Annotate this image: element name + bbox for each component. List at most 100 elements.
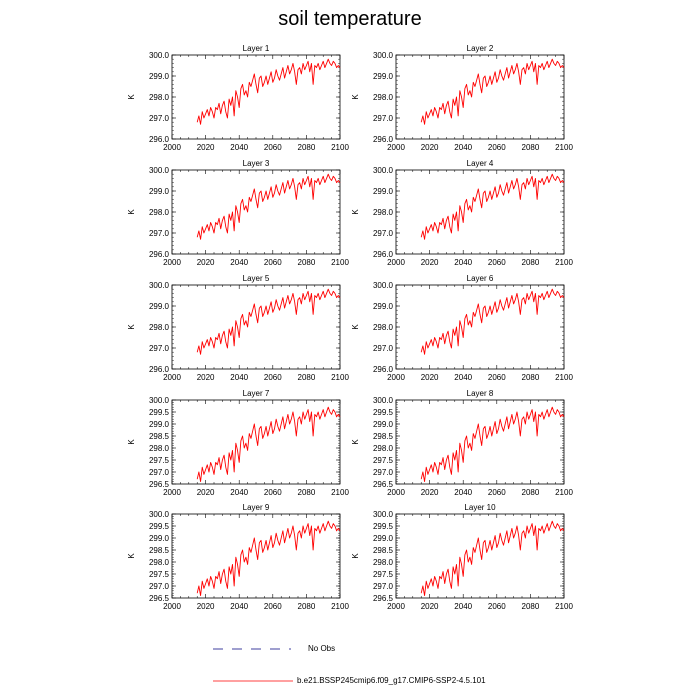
panel-layer-4: Layer 4 K 2000 2020 2040 2060 2080 2100 296.0 297… — [351, 159, 573, 267]
x-tick-label: 2080 — [522, 602, 540, 611]
x-tick-label: 2040 — [230, 602, 248, 611]
y-tick-label: 300.0 — [373, 510, 394, 519]
x-tick-label: 2000 — [163, 488, 181, 497]
y-tick-label: 297.0 — [149, 344, 170, 353]
y-tick-label: 300.0 — [373, 281, 394, 290]
x-tick-label: 2060 — [264, 602, 282, 611]
panel-title: Layer 4 — [467, 159, 494, 168]
y-tick-label: 300.0 — [373, 51, 394, 60]
y-tick-label: 299.5 — [149, 522, 170, 531]
x-tick-label: 2080 — [298, 602, 316, 611]
panel-title: Layer 3 — [243, 159, 270, 168]
y-tick-label: 300.0 — [373, 166, 394, 175]
x-tick-label: 2000 — [387, 373, 405, 382]
y-axis-label: K — [127, 209, 136, 215]
x-tick-label: 2040 — [454, 143, 472, 152]
panel-layer-5: Layer 5 K 2000 2020 2040 2060 2080 2100 296.0 297… — [127, 274, 349, 382]
panel-layer-9: Layer 9 K 2000 2020 2040 2060 2080 2100 296.5 297… — [127, 503, 349, 611]
x-tick-label: 2100 — [331, 258, 349, 267]
y-tick-label: 298.0 — [149, 208, 170, 217]
y-tick-label: 298.5 — [373, 546, 394, 555]
plot-frame — [171, 399, 341, 485]
x-tick-label: 2040 — [230, 143, 248, 152]
x-tick-label: 2020 — [197, 373, 215, 382]
x-tick-label: 2100 — [555, 373, 573, 382]
legend-model-label: b.e21.BSSP245cmip6.f09_g17.CMIP6-SSP2-4.… — [297, 676, 486, 685]
y-tick-label: 296.5 — [149, 480, 170, 489]
y-tick-label: 296.0 — [373, 365, 394, 374]
y-tick-label: 298.0 — [373, 558, 394, 567]
y-tick-label: 298.0 — [149, 558, 170, 567]
x-tick-label: 2040 — [454, 488, 472, 497]
panel-layer-3: Layer 3 K 2000 2020 2040 2060 2080 2100 296.0 297… — [127, 159, 349, 267]
y-tick-label: 298.5 — [149, 432, 170, 441]
y-tick-label: 299.0 — [149, 187, 170, 196]
y-tick-label: 298.0 — [149, 323, 170, 332]
y-tick-label: 296.0 — [373, 135, 394, 144]
y-axis-label: K — [351, 94, 360, 100]
panel-title: Layer 7 — [243, 389, 270, 398]
y-tick-label: 298.0 — [149, 444, 170, 453]
y-tick-label: 298.0 — [373, 93, 394, 102]
y-tick-label: 298.5 — [149, 546, 170, 555]
x-tick-label: 2080 — [522, 488, 540, 497]
y-tick-label: 299.0 — [149, 302, 170, 311]
y-tick-label: 298.0 — [373, 323, 394, 332]
series-line — [420, 58, 565, 125]
x-tick-label: 2060 — [488, 258, 506, 267]
x-tick-label: 2100 — [555, 258, 573, 267]
x-tick-label: 2020 — [197, 258, 215, 267]
plot-frame — [395, 513, 565, 599]
x-tick-label: 2000 — [163, 258, 181, 267]
y-axis-label: K — [127, 94, 136, 100]
y-tick-label: 297.5 — [373, 570, 394, 579]
x-tick-label: 2100 — [331, 143, 349, 152]
y-axis-label: K — [351, 439, 360, 445]
y-tick-label: 299.0 — [149, 534, 170, 543]
y-tick-label: 296.5 — [149, 594, 170, 603]
y-tick-label: 296.0 — [149, 250, 170, 259]
x-tick-label: 2000 — [163, 373, 181, 382]
x-tick-label: 2060 — [264, 258, 282, 267]
legend-model-line — [213, 680, 293, 682]
y-tick-label: 299.5 — [373, 408, 394, 417]
x-tick-label: 2100 — [331, 488, 349, 497]
x-tick-label: 2040 — [230, 488, 248, 497]
x-tick-label: 2020 — [421, 373, 439, 382]
y-tick-label: 298.0 — [373, 444, 394, 453]
y-axis-label: K — [127, 324, 136, 330]
y-tick-label: 299.0 — [373, 534, 394, 543]
y-axis-label: K — [351, 324, 360, 330]
y-tick-label: 297.0 — [373, 468, 394, 477]
y-tick-label: 299.5 — [149, 408, 170, 417]
y-tick-label: 299.0 — [373, 72, 394, 81]
y-axis-label: K — [351, 553, 360, 559]
series-line — [196, 520, 341, 597]
x-tick-label: 2060 — [488, 373, 506, 382]
y-tick-label: 300.0 — [149, 166, 170, 175]
panel-layer-2: Layer 2 K 2000 2020 2040 2060 2080 2100 296.0 297… — [351, 44, 573, 152]
panel-title: Layer 1 — [243, 44, 270, 53]
panel-title: Layer 10 — [464, 503, 496, 512]
y-axis-label: K — [127, 553, 136, 559]
y-tick-label: 299.0 — [149, 420, 170, 429]
series-line — [420, 173, 565, 240]
series-line — [196, 58, 341, 125]
panel-layer-7: Layer 7 K 2000 2020 2040 2060 2080 2100 296.5 297… — [127, 389, 349, 497]
y-tick-label: 297.0 — [149, 582, 170, 591]
x-tick-label: 2060 — [264, 488, 282, 497]
y-tick-label: 300.0 — [373, 396, 394, 405]
x-tick-label: 2060 — [264, 373, 282, 382]
y-tick-label: 297.0 — [373, 344, 394, 353]
y-tick-label: 298.5 — [373, 432, 394, 441]
x-tick-label: 2080 — [298, 258, 316, 267]
legend-obs-line — [213, 648, 291, 650]
y-tick-label: 296.0 — [149, 365, 170, 374]
panel-title: Layer 2 — [467, 44, 494, 53]
y-tick-label: 296.5 — [373, 480, 394, 489]
legend-obs-label: No Obs — [308, 644, 336, 653]
x-tick-label: 2020 — [421, 488, 439, 497]
panel-layer-8: Layer 8 K 2000 2020 2040 2060 2080 2100 296.5 297… — [351, 389, 573, 497]
